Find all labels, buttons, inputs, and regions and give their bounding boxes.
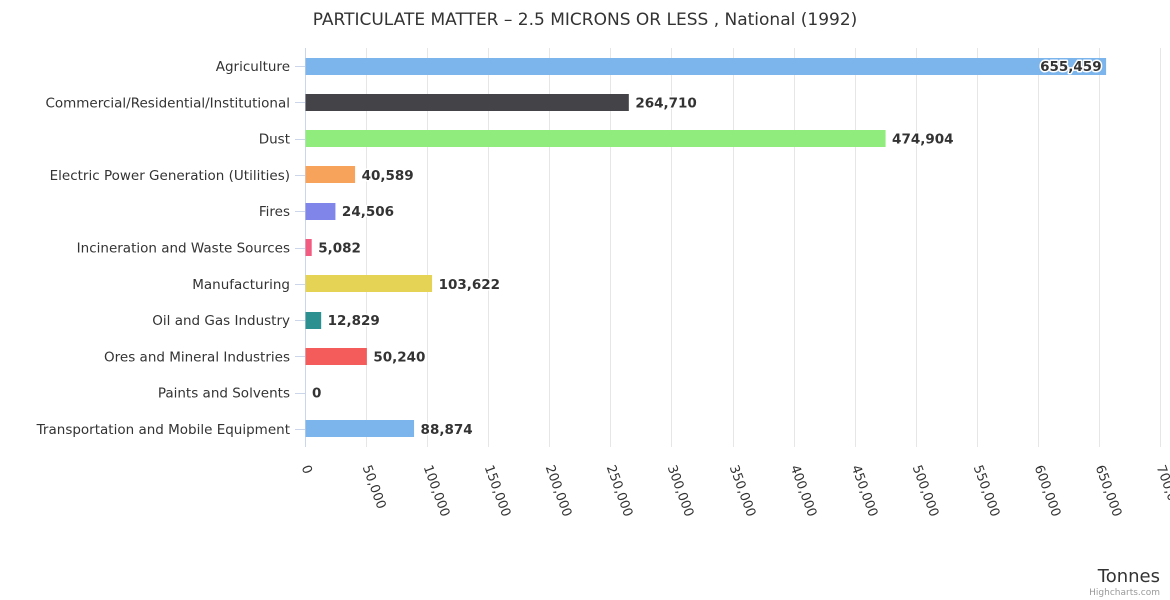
data-label: 0 bbox=[312, 386, 321, 402]
category-label: Dust bbox=[259, 132, 290, 148]
category-label: Oil and Gas Industry bbox=[152, 313, 290, 329]
data-labels: 655,459 264,710 474,904 40,589 24,506 5,082 10… bbox=[311, 58, 1104, 440]
category-label: Fires bbox=[259, 204, 290, 220]
category-labels: Agriculture Commercial/Residential/Instit… bbox=[36, 59, 290, 438]
category-label: Agriculture bbox=[216, 59, 290, 75]
data-label: 474,904 bbox=[892, 132, 954, 148]
chart-title: PARTICULATE MATTER – 2.5 MICRONS OR LESS… bbox=[313, 10, 858, 30]
value-axis-title: Tonnes bbox=[1097, 566, 1160, 587]
bar[interactable] bbox=[305, 58, 1107, 75]
data-label: 24,506 bbox=[342, 204, 394, 220]
category-label: Commercial/Residential/Institutional bbox=[45, 95, 290, 111]
bar[interactable] bbox=[305, 203, 336, 220]
data-label: 655,459 bbox=[1040, 59, 1102, 75]
bar[interactable] bbox=[305, 312, 322, 329]
category-label: Paints and Solvents bbox=[158, 386, 290, 402]
bar[interactable] bbox=[305, 275, 433, 292]
data-label: 12,829 bbox=[328, 313, 380, 329]
bar[interactable] bbox=[305, 420, 415, 437]
data-label: 50,240 bbox=[373, 349, 425, 365]
credits-link[interactable]: Highcharts.com bbox=[1089, 588, 1160, 598]
category-label: Ores and Mineral Industries bbox=[104, 349, 290, 365]
bar[interactable] bbox=[305, 94, 629, 111]
category-label: Incineration and Waste Sources bbox=[77, 241, 290, 257]
data-label: 5,082 bbox=[318, 241, 361, 257]
category-label: Transportation and Mobile Equipment bbox=[36, 422, 290, 438]
category-label: Manufacturing bbox=[192, 277, 290, 293]
bar[interactable] bbox=[305, 348, 367, 365]
bars bbox=[305, 58, 1107, 437]
data-label: 103,622 bbox=[439, 277, 501, 293]
data-label: 88,874 bbox=[421, 422, 473, 438]
data-label: 264,710 bbox=[635, 95, 697, 111]
bar[interactable] bbox=[305, 166, 356, 183]
bar[interactable] bbox=[305, 239, 312, 256]
data-label: 40,589 bbox=[362, 168, 414, 184]
bar[interactable] bbox=[305, 130, 886, 147]
category-label: Electric Power Generation (Utilities) bbox=[50, 168, 290, 184]
